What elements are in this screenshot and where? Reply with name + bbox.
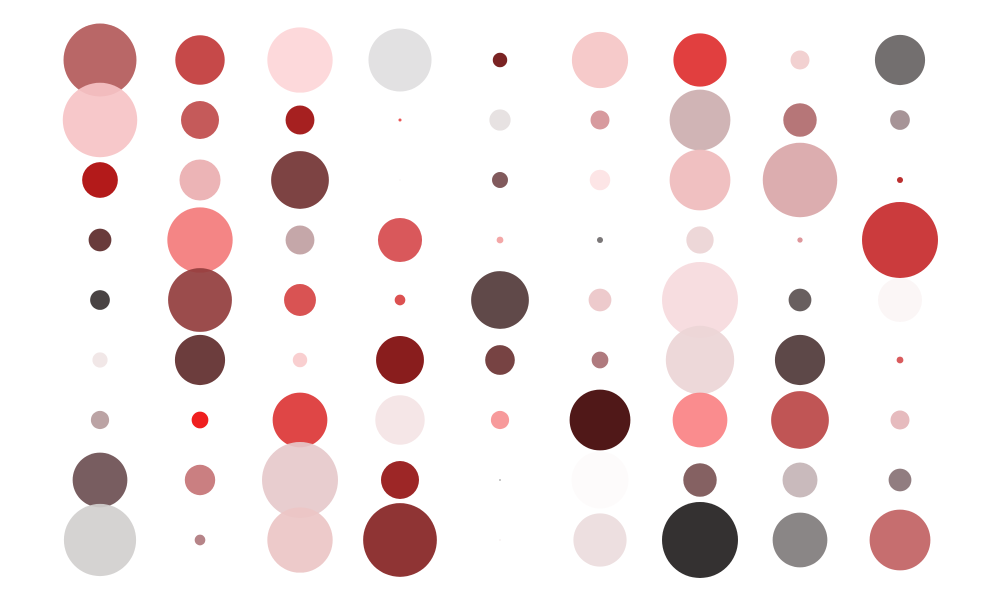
bubble-r3-c4 (399, 179, 401, 181)
bubble-r9-c3 (267, 507, 333, 573)
bubble-r7-c9 (890, 410, 910, 430)
bubble-r2-c1 (62, 82, 138, 158)
bubble-r4-c9 (862, 202, 938, 278)
bubble-r8-c8 (782, 462, 818, 498)
bubble-r6-c4 (376, 336, 424, 384)
bubble-r7-c8 (771, 391, 829, 449)
bubble-r8-c3 (262, 442, 338, 518)
bubble-r5-c7 (662, 262, 738, 338)
bubble-r6-c5 (485, 345, 515, 375)
bubble-r6-c1 (92, 352, 108, 368)
bubble-r5-c6 (588, 288, 612, 312)
bubble-r4-c8 (797, 237, 803, 243)
bubble-r8-c2 (184, 464, 216, 496)
bubble-r8-c1 (72, 452, 128, 508)
bubble-r3-c5 (492, 172, 508, 188)
bubble-r1-c6 (571, 31, 629, 89)
bubble-r9-c2 (194, 534, 206, 546)
bubble-r9-c7 (662, 502, 738, 578)
bubble-r1-c2 (175, 35, 225, 85)
bubble-r2-c3 (285, 105, 315, 135)
bubble-r7-c5 (490, 410, 510, 430)
bubble-r9-c9 (869, 509, 931, 571)
bubble-r5-c8 (788, 288, 812, 312)
bubble-r6-c6 (591, 351, 609, 369)
bubble-r7-c6 (569, 389, 631, 451)
bubble-r8-c4 (381, 461, 419, 499)
bubble-r1-c4 (368, 28, 432, 92)
bubble-r6-c3 (292, 352, 308, 368)
bubble-r5-c3 (284, 284, 316, 316)
bubble-r2-c6 (590, 110, 610, 130)
bubble-r6-c8 (774, 334, 826, 386)
bubble-r4-c2 (167, 207, 233, 273)
bubble-r9-c5 (499, 539, 501, 541)
bubble-r4-c7 (686, 226, 714, 254)
bubble-r6-c9 (896, 356, 904, 364)
bubble-r2-c8 (783, 103, 817, 137)
bubble-r5-c9 (877, 277, 923, 323)
bubble-r4-c1 (88, 228, 112, 252)
bubble-r3-c7 (669, 149, 731, 211)
bubble-r9-c4 (363, 503, 437, 577)
bubble-r2-c9 (890, 110, 910, 130)
bubble-r1-c1 (63, 23, 137, 97)
bubble-r5-c4 (394, 294, 406, 306)
bubble-r3-c3 (271, 151, 329, 209)
bubble-r3-c1 (82, 162, 118, 198)
bubble-r6-c7 (665, 325, 735, 395)
bubble-r3-c9 (896, 176, 904, 184)
bubble-r8-c5 (499, 479, 501, 481)
bubble-r8-c6 (571, 451, 629, 509)
bubble-r7-c7 (672, 392, 728, 448)
bubble-r9-c8 (772, 512, 828, 568)
bubble-r9-c1 (63, 503, 137, 577)
bubble-r7-c3 (272, 392, 328, 448)
bubble-r2-c7 (669, 89, 731, 151)
bubble-r1-c5 (492, 52, 508, 68)
bubble-r2-c4 (398, 118, 402, 122)
bubble-r3-c2 (179, 159, 221, 201)
bubble-r4-c5 (496, 236, 504, 244)
bubble-r2-c5 (489, 109, 511, 131)
bubble-r6-c2 (174, 334, 226, 386)
bubble-r2-c2 (181, 101, 219, 139)
bubble-r8-c9 (888, 468, 912, 492)
bubble-r5-c2 (168, 268, 232, 332)
bubble-r3-c8 (762, 142, 838, 218)
bubble-r1-c8 (790, 50, 810, 70)
bubble-r1-c7 (673, 33, 727, 87)
bubble-r7-c2 (191, 411, 209, 429)
bubble-r7-c1 (90, 410, 110, 430)
bubble-r8-c7 (683, 463, 717, 497)
bubble-r1-c9 (874, 34, 926, 86)
bubble-r4-c4 (377, 217, 423, 263)
bubble-r5-c5 (471, 271, 529, 329)
bubble-r3-c6 (589, 169, 611, 191)
bubble-layer (62, 23, 938, 578)
bubble-r4-c3 (285, 225, 315, 255)
bubble-r9-c6 (573, 513, 627, 567)
bubble-r4-c6 (596, 236, 604, 244)
bubble-r7-c4 (375, 395, 425, 445)
bubble-r1-c3 (267, 27, 333, 93)
bubble-r5-c1 (90, 290, 110, 310)
